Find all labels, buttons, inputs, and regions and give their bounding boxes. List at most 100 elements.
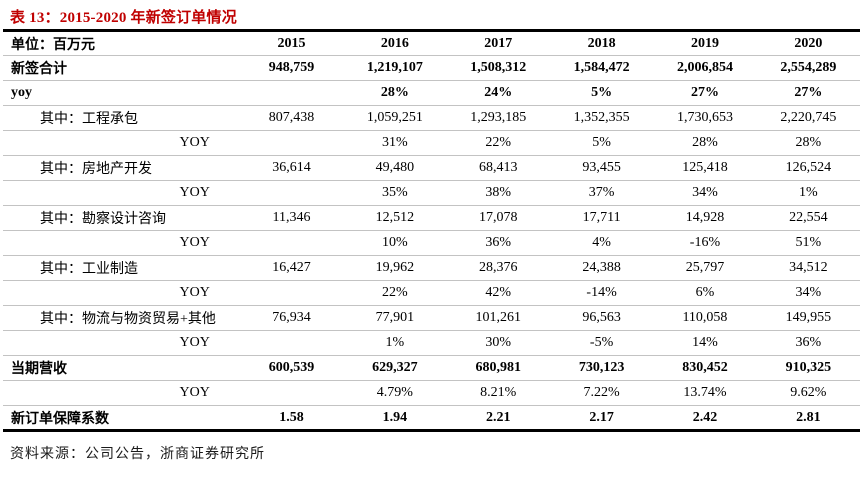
table-body: 新签合计 948,759 1,219,107 1,508,312 1,584,472 2,…: [3, 55, 860, 431]
row-value: 34%: [653, 180, 757, 206]
row-value: 16,427: [239, 255, 344, 281]
row-value: 1.58: [279, 409, 304, 425]
row-value: 807,438: [239, 105, 344, 131]
row-value: 36%: [446, 230, 550, 256]
row-value: 96,563: [549, 305, 654, 331]
row-value: 2.17: [589, 409, 614, 425]
row-value: 14%: [653, 330, 757, 356]
row-value: 35%: [343, 180, 447, 206]
row-value: 76,934: [239, 305, 344, 331]
unit-label: 单位：百万元: [3, 30, 240, 56]
row-label: 其中：勘察设计咨询: [3, 205, 240, 231]
row-value: [239, 80, 344, 106]
row-value: 10%: [343, 230, 447, 256]
row-label: 当期营收: [3, 355, 240, 381]
row-value: 5%: [549, 130, 654, 156]
row-value: 4%: [549, 230, 654, 256]
row-value: 680,981: [446, 355, 550, 381]
table-row: 其中：工业制造 16,427 19,962 28,376 24,388 25,797 34,…: [3, 255, 860, 281]
row-value: 1,352,355: [549, 105, 654, 131]
row-value: 93,455: [549, 155, 654, 181]
row-value: 2.21: [485, 409, 511, 425]
row-value: 125,418: [653, 155, 757, 181]
table-row: 其中：工程承包 807,438 1,059,251 1,293,185 1,352,35…: [3, 105, 860, 131]
row-value: 28%: [343, 80, 447, 106]
row-value: 7.22%: [549, 380, 654, 406]
row-value: 42%: [446, 280, 550, 306]
row-value: 2,006,854: [653, 55, 757, 81]
table-row: YOY 10% 36% 4% -16% 51%: [3, 230, 860, 256]
row-value: 24,388: [549, 255, 654, 281]
table-row: 其中：勘察设计咨询 11,346 12,512 17,078 17,711 14,928 2…: [3, 205, 860, 231]
row-value: 38%: [446, 180, 550, 206]
table-row: 新订单保障系数 1.58 1.94 2.21 2.17 2.42 2.81: [3, 406, 860, 431]
row-value: 27%: [653, 80, 757, 106]
row-label: YOY: [3, 330, 240, 356]
row-value: 49,480: [343, 155, 447, 181]
table-row: 其中：房地产开发 36,614 49,480 68,413 93,455 125,418 1…: [3, 155, 860, 181]
row-value: 101,261: [446, 305, 550, 331]
row-value: 149,955: [756, 305, 860, 331]
row-value: 68,413: [446, 155, 550, 181]
table-row: YOY 22% 42% -14% 6% 34%: [3, 280, 860, 306]
row-value: 34%: [756, 280, 860, 306]
row-value: 27%: [756, 80, 860, 106]
row-value: 9.62%: [756, 380, 860, 406]
row-value: 1.94: [382, 409, 408, 425]
row-value: 948,759: [239, 55, 344, 81]
row-value: -5%: [549, 330, 654, 356]
row-value: 1,293,185: [446, 105, 550, 131]
row-value: 13.74%: [653, 380, 757, 406]
row-value: 1%: [343, 330, 447, 356]
row-value: 30%: [446, 330, 550, 356]
row-value: 14,928: [653, 205, 757, 231]
table-row: YOY 4.79% 8.21% 7.22% 13.74% 9.62%: [3, 380, 860, 406]
row-value: 12,512: [343, 205, 447, 231]
row-value: 4.79%: [343, 380, 447, 406]
new-orders-table: 单位：百万元 2015 2016 2017 2018 2019 2020 新签合…: [3, 29, 860, 432]
row-value: [239, 280, 344, 306]
row-value: 25,797: [653, 255, 757, 281]
row-value: 22%: [343, 280, 447, 306]
row-value: [239, 130, 344, 156]
row-value: 1,730,653: [653, 105, 757, 131]
row-value: -16%: [653, 230, 757, 256]
row-value: 34,512: [756, 255, 860, 281]
row-value: 2,220,745: [756, 105, 860, 131]
row-value: 17,711: [549, 205, 654, 231]
row-value: 1,219,107: [343, 55, 447, 81]
row-value: 11,346: [239, 205, 344, 231]
year-header: 2015: [239, 30, 344, 56]
row-value: [239, 180, 344, 206]
row-value: 36%: [756, 330, 860, 356]
row-value: 28%: [653, 130, 757, 156]
table-header-row: 单位：百万元 2015 2016 2017 2018 2019 2020: [3, 30, 860, 56]
year-header: 2017: [446, 30, 550, 56]
row-label: 其中：房地产开发: [3, 155, 240, 181]
row-value: 2.81: [796, 409, 821, 425]
row-value: [239, 380, 344, 406]
year-header: 2016: [343, 30, 447, 56]
row-value: 24%: [446, 80, 550, 106]
row-value: 2.42: [692, 409, 718, 425]
year-header: 2020: [756, 30, 860, 56]
row-value: 8.21%: [446, 380, 550, 406]
row-value: 1,584,472: [549, 55, 654, 81]
table-row: 其中：物流与物资贸易+其他 76,934 77,901 101,261 96,563 11…: [3, 305, 860, 331]
year-header: 2018: [549, 30, 654, 56]
row-value: [239, 230, 344, 256]
row-value: 1,508,312: [446, 55, 550, 81]
row-value: 110,058: [653, 305, 757, 331]
row-value: 19,962: [343, 255, 447, 281]
row-value: 2,554,289: [756, 55, 860, 81]
row-value: 910,325: [756, 355, 860, 381]
row-value: 22%: [446, 130, 550, 156]
row-value: 36,614: [239, 155, 344, 181]
row-value: 600,539: [239, 355, 344, 381]
row-label: YOY: [3, 130, 240, 156]
row-label: YOY: [3, 380, 240, 406]
row-value: 1,059,251: [343, 105, 447, 131]
row-value: 1%: [756, 180, 860, 206]
row-value: 28,376: [446, 255, 550, 281]
